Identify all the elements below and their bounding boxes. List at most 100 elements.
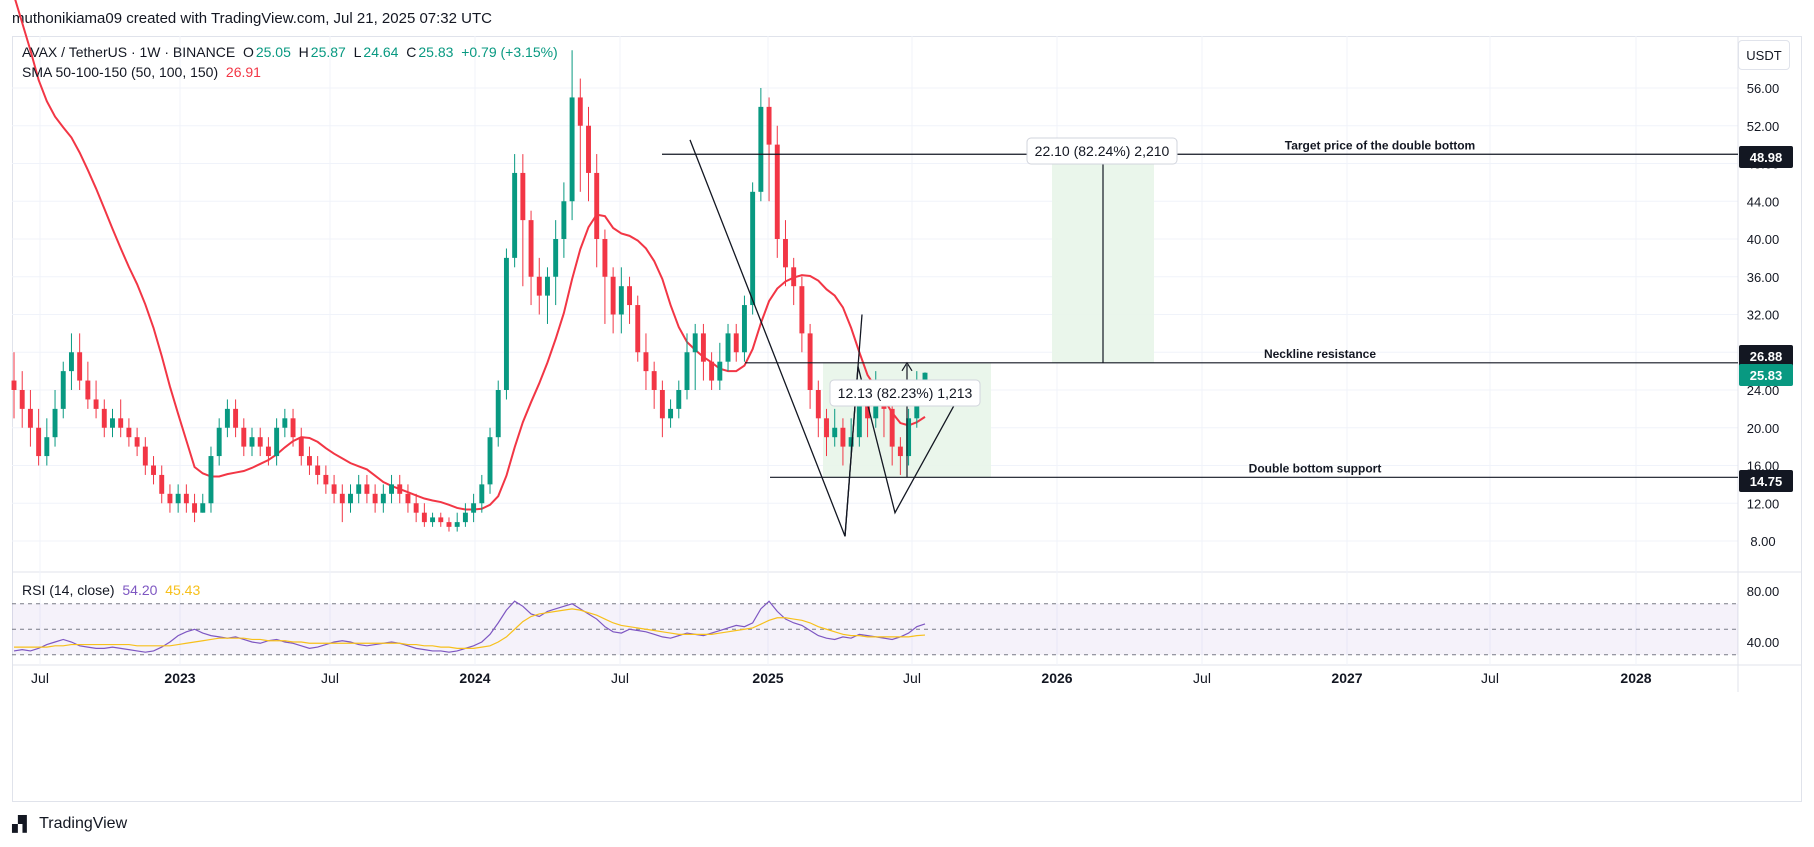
candle-body — [413, 503, 419, 513]
candle-body — [348, 493, 353, 504]
candle-body — [257, 437, 263, 447]
rsi-band-fill — [12, 603, 1738, 655]
candle-body — [68, 352, 74, 372]
candle-body — [167, 493, 173, 504]
candle-body — [643, 352, 649, 372]
candle-body — [192, 503, 198, 513]
candle-body — [594, 172, 600, 239]
candle-body — [298, 437, 304, 457]
candle-body — [183, 493, 189, 504]
rsi-legend[interactable]: RSI (14, close) 54.20 45.43 — [22, 582, 200, 598]
candle-body — [659, 390, 665, 419]
candle-body — [389, 484, 394, 494]
candle-body — [865, 399, 871, 419]
candle-body — [356, 484, 362, 494]
candle-body — [627, 286, 633, 306]
candle-body — [265, 446, 271, 457]
candle-body — [44, 437, 50, 457]
candle-body — [216, 427, 222, 457]
candle-body — [134, 437, 140, 447]
rsi-ma-line — [14, 608, 926, 649]
candle-body — [405, 493, 411, 504]
brand-text: TradingView — [39, 815, 128, 832]
close-value: 25.83 — [418, 44, 454, 60]
low-label: L — [353, 44, 362, 60]
rsi-label: RSI (14, close) — [22, 582, 115, 598]
candle-body — [536, 276, 542, 296]
candle-body — [725, 333, 731, 362]
candle-body — [11, 380, 17, 390]
candle-body — [462, 512, 468, 523]
time-tick-label: 2023 — [164, 670, 195, 686]
candle-body — [19, 390, 25, 409]
axes: 8.0012.0016.0020.0024.0028.0032.0036.004… — [31, 81, 1779, 686]
candle-body — [290, 418, 296, 438]
price-tick-label: 8.00 — [1750, 534, 1775, 549]
candle-body — [200, 503, 206, 513]
time-tick-label: Jul — [1193, 670, 1211, 686]
candle-body — [274, 427, 280, 457]
high-value: 25.87 — [310, 44, 346, 60]
level-label: Target price of the double bottom — [1285, 138, 1475, 152]
candle-body — [208, 456, 214, 504]
time-tick-label: 2025 — [752, 670, 783, 686]
price-tag-support: 14.75 — [1739, 470, 1793, 492]
sma-legend[interactable]: SMA 50-100-150 (50, 100, 150) 26.91 — [22, 64, 261, 80]
candle-body — [840, 427, 846, 447]
candle-body — [118, 418, 124, 428]
candle-body — [101, 408, 107, 428]
candle-body — [528, 220, 534, 277]
price-tick-label: 52.00 — [1747, 119, 1780, 134]
candle-body — [709, 361, 715, 381]
candle-body — [577, 97, 583, 126]
level-label: Neckline resistance — [1264, 347, 1376, 361]
candle-body — [495, 390, 501, 438]
rsi-value: 54.20 — [122, 582, 158, 598]
candle-body — [692, 333, 698, 353]
candle-body — [241, 427, 247, 447]
candle-body — [93, 399, 99, 409]
candle-body — [224, 408, 230, 428]
candle-body — [151, 465, 156, 475]
candle-body — [676, 390, 682, 409]
candle-body — [824, 418, 829, 438]
candle-body — [479, 484, 485, 504]
candle-body — [906, 418, 912, 457]
rsi-tick-label: 80.00 — [1747, 584, 1780, 599]
open-value: 25.05 — [255, 44, 291, 60]
candle-body — [471, 503, 477, 513]
candle-body — [561, 201, 567, 239]
candle-body — [700, 333, 706, 362]
time-tick-label: 2026 — [1041, 670, 1072, 686]
candle-body — [586, 125, 591, 173]
candle-body — [397, 484, 403, 494]
footer-brand[interactable]: ▞▍ TradingView — [12, 815, 127, 833]
candle-body — [848, 437, 854, 447]
candle-body — [791, 267, 797, 287]
price-tag-last: 25.83 — [1739, 364, 1793, 386]
symbol-name[interactable]: AVAX / TetherUS · 1W · BINANCE — [22, 44, 236, 60]
rsi-tick-label: 40.00 — [1747, 635, 1780, 650]
price-tick-label: 16.00 — [1747, 459, 1780, 474]
currency-unit-button[interactable]: USDT — [1738, 40, 1790, 70]
measurement-label-pattern: 12.13 (82.23%) 1,213 — [838, 385, 973, 401]
candle-body — [60, 371, 66, 409]
candle-body — [889, 408, 895, 447]
price-tick-label: 56.00 — [1747, 81, 1780, 96]
sma-label: SMA 50-100-150 (50, 100, 150) — [22, 64, 219, 80]
tradingview-logo-icon: ▞▍ — [12, 816, 34, 833]
candle-body — [331, 484, 337, 494]
price-tag-target: 48.98 — [1739, 146, 1793, 168]
candle-body — [750, 191, 756, 306]
candle-body — [454, 522, 460, 527]
candle-body — [233, 408, 239, 428]
candle-body — [569, 97, 575, 202]
measurement-label-pattern-box — [829, 379, 981, 407]
rsi-pane — [12, 600, 1738, 656]
candle-body — [110, 418, 115, 428]
candle-body — [364, 484, 370, 494]
time-tick-label: Jul — [903, 670, 921, 686]
candle-body — [249, 437, 255, 447]
sma-line — [14, 0, 926, 511]
